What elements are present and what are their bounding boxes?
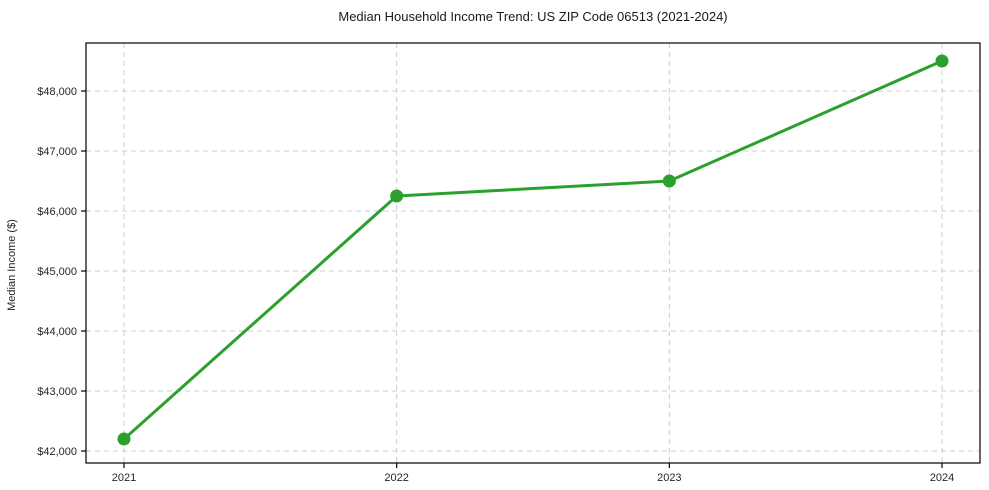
y-tick-label: $43,000 (37, 386, 77, 398)
plot-border (85, 42, 981, 464)
y-tick-label: $48,000 (37, 86, 77, 98)
data-point-2023 (662, 174, 676, 188)
chart-title: Median Household Income Trend: US ZIP Co… (338, 9, 727, 24)
y-tick-label: $47,000 (37, 146, 77, 158)
y-tick-label: $45,000 (37, 266, 77, 278)
y-tick-label: $44,000 (37, 326, 77, 338)
x-tick-label: 2022 (384, 472, 408, 484)
data-point-2021 (117, 432, 131, 446)
x-tick-label: 2024 (930, 472, 954, 484)
x-tick-label: 2021 (112, 472, 136, 484)
x-tick-label: 2023 (657, 472, 681, 484)
y-tick-label: $42,000 (37, 446, 77, 458)
data-point-2022 (390, 189, 404, 203)
trend-line (122, 59, 944, 441)
y-axis-label: Median Income ($) (6, 219, 18, 311)
data-point-2024 (935, 54, 949, 68)
plot-area: $42,000 $43,000 $44,000 $45,000 $46,000 $47,0… (37, 42, 981, 484)
y-tick-label: $46,000 (37, 206, 77, 218)
